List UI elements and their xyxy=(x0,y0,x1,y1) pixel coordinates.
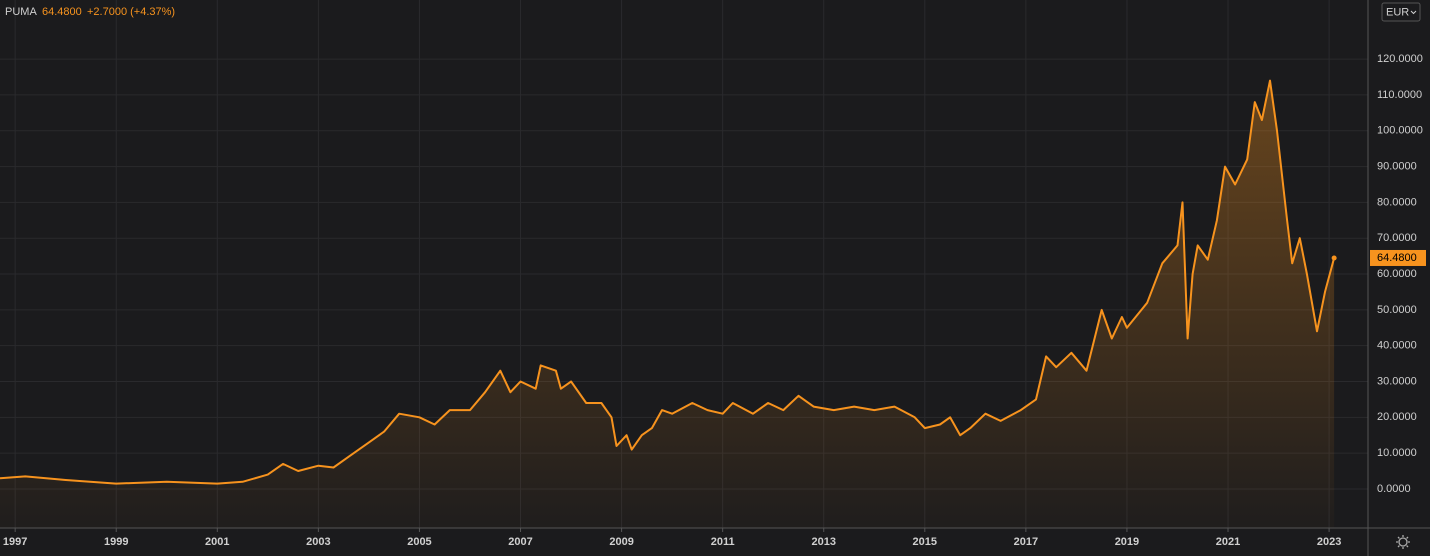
y-tick-label: 50.0000 xyxy=(1377,304,1417,316)
price-line xyxy=(0,79,1336,485)
currency-button[interactable] xyxy=(1381,2,1421,22)
x-tick-label: 2021 xyxy=(1216,536,1240,548)
x-tick-label: 2009 xyxy=(609,536,633,548)
last-point xyxy=(1331,255,1337,261)
x-tick-label: 2023 xyxy=(1317,536,1341,548)
y-tick-label: 40.0000 xyxy=(1377,340,1417,352)
x-tick-label: 2005 xyxy=(407,536,431,548)
y-tick-label: 20.0000 xyxy=(1377,411,1417,423)
price-tag xyxy=(1370,249,1426,266)
dropdown-caret xyxy=(1410,10,1417,15)
settings-gear[interactable] xyxy=(1398,537,1408,547)
y-tick-label: 0.0000 xyxy=(1377,483,1411,495)
settings-icon[interactable] xyxy=(1396,535,1410,549)
y-tick-label: 100.0000 xyxy=(1377,125,1423,137)
x-tick-label: 2015 xyxy=(913,536,937,548)
y-tick-label: 110.0000 xyxy=(1377,89,1422,101)
y-tick-label: 70.0000 xyxy=(1377,232,1417,244)
x-tick-label: 1997 xyxy=(3,536,27,548)
y-tick-label: 120.0000 xyxy=(1377,53,1423,65)
price: 64.4800 xyxy=(42,6,82,18)
x-tick-label: 2013 xyxy=(811,536,835,548)
change: +2.7000 (+4.37%) xyxy=(87,6,175,18)
x-tick-label: 2011 xyxy=(711,536,735,548)
y-tick-label: 10.0000 xyxy=(1377,447,1417,459)
x-tick-label: 2001 xyxy=(205,536,229,548)
symbol: PUMA xyxy=(5,6,37,18)
plot xyxy=(0,79,1337,528)
x-tick-label: 2007 xyxy=(508,536,532,548)
settings-spokes[interactable] xyxy=(1396,535,1410,549)
x-tick-label: 2017 xyxy=(1014,536,1038,548)
y-tick-label: 90.0000 xyxy=(1377,160,1417,172)
price-tag-label: 64.4800 xyxy=(1377,252,1417,264)
x-tick-label: 2003 xyxy=(306,536,330,548)
x-tick-label: 2019 xyxy=(1115,536,1139,548)
y-tick-label: 80.0000 xyxy=(1377,196,1417,208)
y-tick-label: 30.0000 xyxy=(1377,375,1417,387)
y-tick-label: 60.0000 xyxy=(1377,268,1417,280)
currency[interactable]: EUR xyxy=(1386,6,1409,18)
overlay: 0.0000 10.0000 20.0000 30.0000 40.0000 50.000… xyxy=(3,53,1426,548)
x-tick-label: 1999 xyxy=(104,536,128,548)
